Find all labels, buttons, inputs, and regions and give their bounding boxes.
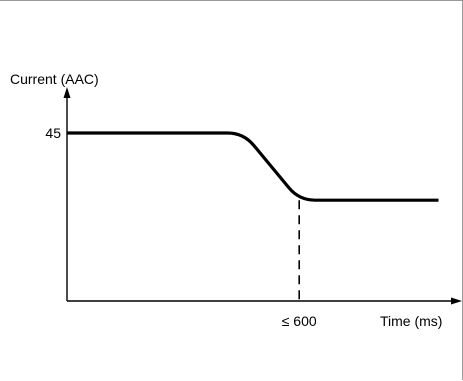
x-axis-arrowhead bbox=[451, 297, 462, 305]
x-axis-label: Time (ms) bbox=[380, 313, 442, 329]
axes bbox=[63, 87, 462, 305]
y-tick-label: 45 bbox=[45, 125, 61, 141]
y-axis-label: Current (AAC) bbox=[10, 71, 99, 87]
y-axis-arrowhead bbox=[63, 87, 71, 98]
x-tick-label: ≤ 600 bbox=[282, 313, 317, 329]
current-curve bbox=[67, 131, 439, 202]
